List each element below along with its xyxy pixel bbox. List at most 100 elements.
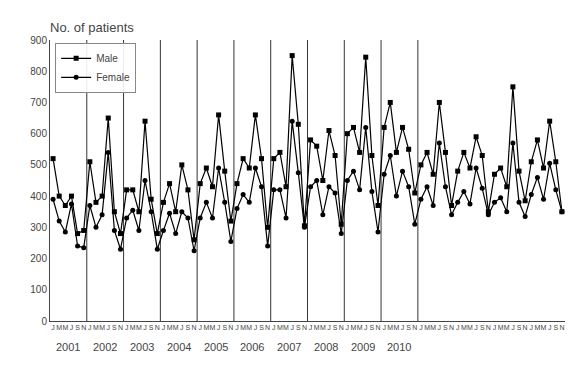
svg-text:J: J [254,324,258,331]
svg-text:J: J [217,324,221,331]
svg-text:M: M [56,324,62,331]
svg-text:N: N [559,324,564,331]
svg-text:J: J [474,324,478,331]
svg-text:2003: 2003 [130,341,154,353]
svg-text:S: S [186,324,191,331]
svg-text:M: M [210,324,216,331]
svg-text:S: S [333,324,338,331]
svg-text:M: M [424,324,430,331]
svg-text:J: J [419,324,423,331]
svg-text:N: N [302,324,307,331]
svg-text:2002: 2002 [93,341,117,353]
svg-text:J: J [143,324,147,331]
svg-text:J: J [438,324,442,331]
svg-text:2001: 2001 [56,341,80,353]
svg-text:S: S [222,324,227,331]
svg-text:J: J [51,324,55,331]
svg-text:2004: 2004 [167,341,191,353]
svg-text:300: 300 [30,222,47,233]
svg-text:S: S [443,324,448,331]
svg-text:500: 500 [30,159,47,170]
svg-text:M: M [504,324,510,331]
svg-text:M: M [461,324,467,331]
svg-text:M: M [130,324,136,331]
svg-text:J: J [327,324,331,331]
svg-text:2007: 2007 [277,341,301,353]
svg-text:2010: 2010 [387,341,411,353]
svg-text:J: J [530,324,534,331]
svg-text:M: M [541,324,547,331]
svg-text:M: M [240,324,246,331]
svg-text:800: 800 [30,66,47,77]
svg-text:400: 400 [30,191,47,202]
svg-text:700: 700 [30,97,47,108]
svg-text:S: S [406,324,411,331]
svg-text:M: M [173,324,179,331]
svg-text:J: J [125,324,129,331]
svg-text:M: M [167,324,173,331]
svg-text:M: M [246,324,252,331]
svg-text:J: J [235,324,239,331]
svg-text:0: 0 [41,316,47,327]
svg-text:2006: 2006 [240,341,264,353]
svg-text:J: J [309,324,313,331]
svg-text:N: N [486,324,491,331]
svg-text:S: S [75,324,80,331]
svg-text:200: 200 [30,253,47,264]
svg-text:N: N [265,324,270,331]
svg-text:M: M [203,324,209,331]
svg-text:N: N [375,324,380,331]
svg-text:N: N [523,324,528,331]
svg-text:M: M [534,324,540,331]
svg-text:M: M [387,324,393,331]
svg-text:M: M [136,324,142,331]
svg-text:M: M [277,324,283,331]
svg-text:2008: 2008 [314,341,338,353]
svg-text:M: M [314,324,320,331]
svg-text:N: N [449,324,454,331]
svg-text:N: N [192,324,197,331]
svg-text:100: 100 [30,284,47,295]
svg-text:M: M [320,324,326,331]
svg-text:N: N [155,324,160,331]
svg-text:J: J [88,324,92,331]
svg-text:S: S [149,324,154,331]
svg-text:J: J [290,324,294,331]
svg-text:M: M [62,324,68,331]
svg-text:S: S [370,324,375,331]
svg-text:No. of patients: No. of patients [50,20,134,35]
svg-text:N: N [118,324,123,331]
svg-text:Female: Female [96,72,130,83]
svg-text:J: J [364,324,368,331]
svg-text:M: M [467,324,473,331]
svg-text:S: S [553,324,558,331]
svg-text:S: S [112,324,117,331]
svg-text:S: S [517,324,522,331]
svg-text:M: M [93,324,99,331]
svg-text:N: N [412,324,417,331]
svg-text:M: M [430,324,436,331]
svg-text:Male: Male [96,53,118,64]
svg-text:J: J [198,324,202,331]
svg-text:J: J [180,324,184,331]
svg-text:2009: 2009 [351,341,375,353]
svg-text:N: N [81,324,86,331]
svg-text:J: J [382,324,386,331]
svg-text:J: J [456,324,460,331]
svg-text:J: J [401,324,405,331]
svg-text:J: J [106,324,110,331]
svg-text:J: J [346,324,350,331]
svg-text:J: J [511,324,515,331]
svg-text:M: M [351,324,357,331]
svg-text:900: 900 [30,35,47,46]
svg-text:N: N [228,324,233,331]
svg-text:600: 600 [30,128,47,139]
svg-text:M: M [357,324,363,331]
svg-text:J: J [548,324,552,331]
svg-text:S: S [296,324,301,331]
svg-text:M: M [498,324,504,331]
svg-text:M: M [393,324,399,331]
svg-text:M: M [99,324,105,331]
svg-text:S: S [480,324,485,331]
svg-text:J: J [272,324,276,331]
